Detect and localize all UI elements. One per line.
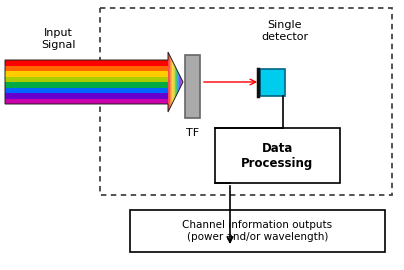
Bar bbox=[5, 93, 168, 99]
Text: Input
Signal: Input Signal bbox=[41, 28, 75, 50]
Bar bbox=[215, 128, 340, 183]
Bar bbox=[5, 87, 168, 93]
Bar bbox=[185, 55, 200, 118]
Text: Channel information outputs
(power and/or wavelength): Channel information outputs (power and/o… bbox=[183, 220, 332, 242]
Text: Data
Processing: Data Processing bbox=[241, 141, 314, 170]
Bar bbox=[5, 82, 168, 87]
Bar bbox=[5, 66, 168, 71]
Text: TF: TF bbox=[186, 128, 199, 138]
Bar bbox=[5, 76, 168, 82]
Bar bbox=[100, 8, 392, 195]
Bar bbox=[260, 69, 285, 96]
Bar bbox=[130, 210, 385, 252]
Bar bbox=[5, 60, 168, 66]
Bar bbox=[5, 71, 168, 76]
Bar bbox=[5, 99, 168, 104]
Text: Single
detector: Single detector bbox=[261, 20, 308, 42]
